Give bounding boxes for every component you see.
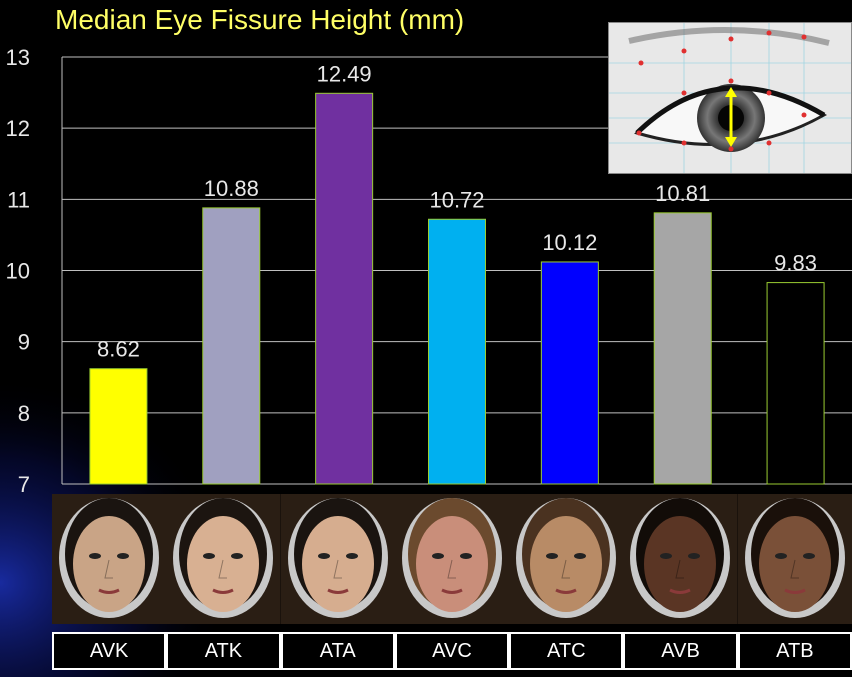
data-labels: 8.62 10.88 12.49 10.72 10.12 10.81 9.83 — [97, 61, 817, 361]
y-axis-ticks: 7 8 9 10 11 12 13 — [6, 45, 30, 497]
face-portrait-icon — [394, 494, 509, 624]
data-label-avc: 10.72 — [429, 187, 484, 212]
group-label-atb: ATB — [737, 632, 852, 670]
y-tick-label: 8 — [18, 401, 30, 426]
bar-ata — [315, 92, 374, 485]
bars — [89, 92, 825, 485]
bar-avb — [653, 212, 712, 485]
bar-atk — [202, 207, 261, 485]
group-label-ata: ATA — [280, 632, 395, 670]
chart-title: Median Eye Fissure Height (mm) — [55, 4, 465, 35]
y-tick-label: 7 — [18, 472, 30, 497]
data-label-ata: 12.49 — [317, 61, 372, 86]
face-portrait-icon — [623, 494, 738, 624]
group-label-avb: AVB — [623, 632, 738, 670]
eye-diagram-icon — [608, 22, 852, 174]
data-label-avb: 10.81 — [655, 181, 710, 206]
group-label-atk: ATK — [166, 632, 281, 670]
group-label-row: AVK ATK ATA AVC ATC AVB ATB — [52, 632, 852, 670]
y-tick-label: 11 — [7, 187, 30, 212]
data-label-atk: 10.88 — [204, 176, 259, 201]
data-label-avk: 8.62 — [97, 337, 140, 362]
bar-atb — [766, 282, 825, 485]
group-label-avk: AVK — [52, 632, 167, 670]
average-faces-strip — [52, 494, 852, 624]
data-label-atc: 10.12 — [542, 230, 597, 255]
group-label-atc: ATC — [509, 632, 624, 670]
face-portrait-icon — [52, 494, 166, 624]
bar-atc — [540, 261, 599, 485]
bar-avc — [428, 218, 486, 485]
face-portrait-icon — [166, 494, 281, 624]
group-label-avc: AVC — [394, 632, 510, 670]
y-tick-label: 12 — [6, 116, 30, 141]
face-portrait-icon — [509, 494, 624, 624]
data-label-atb: 9.83 — [774, 251, 817, 276]
bar-avk — [89, 368, 148, 485]
y-tick-label: 10 — [6, 259, 30, 284]
face-portrait-icon — [280, 494, 395, 624]
y-tick-label: 9 — [18, 330, 30, 355]
y-tick-label: 13 — [6, 45, 30, 70]
face-portrait-icon — [737, 494, 852, 624]
